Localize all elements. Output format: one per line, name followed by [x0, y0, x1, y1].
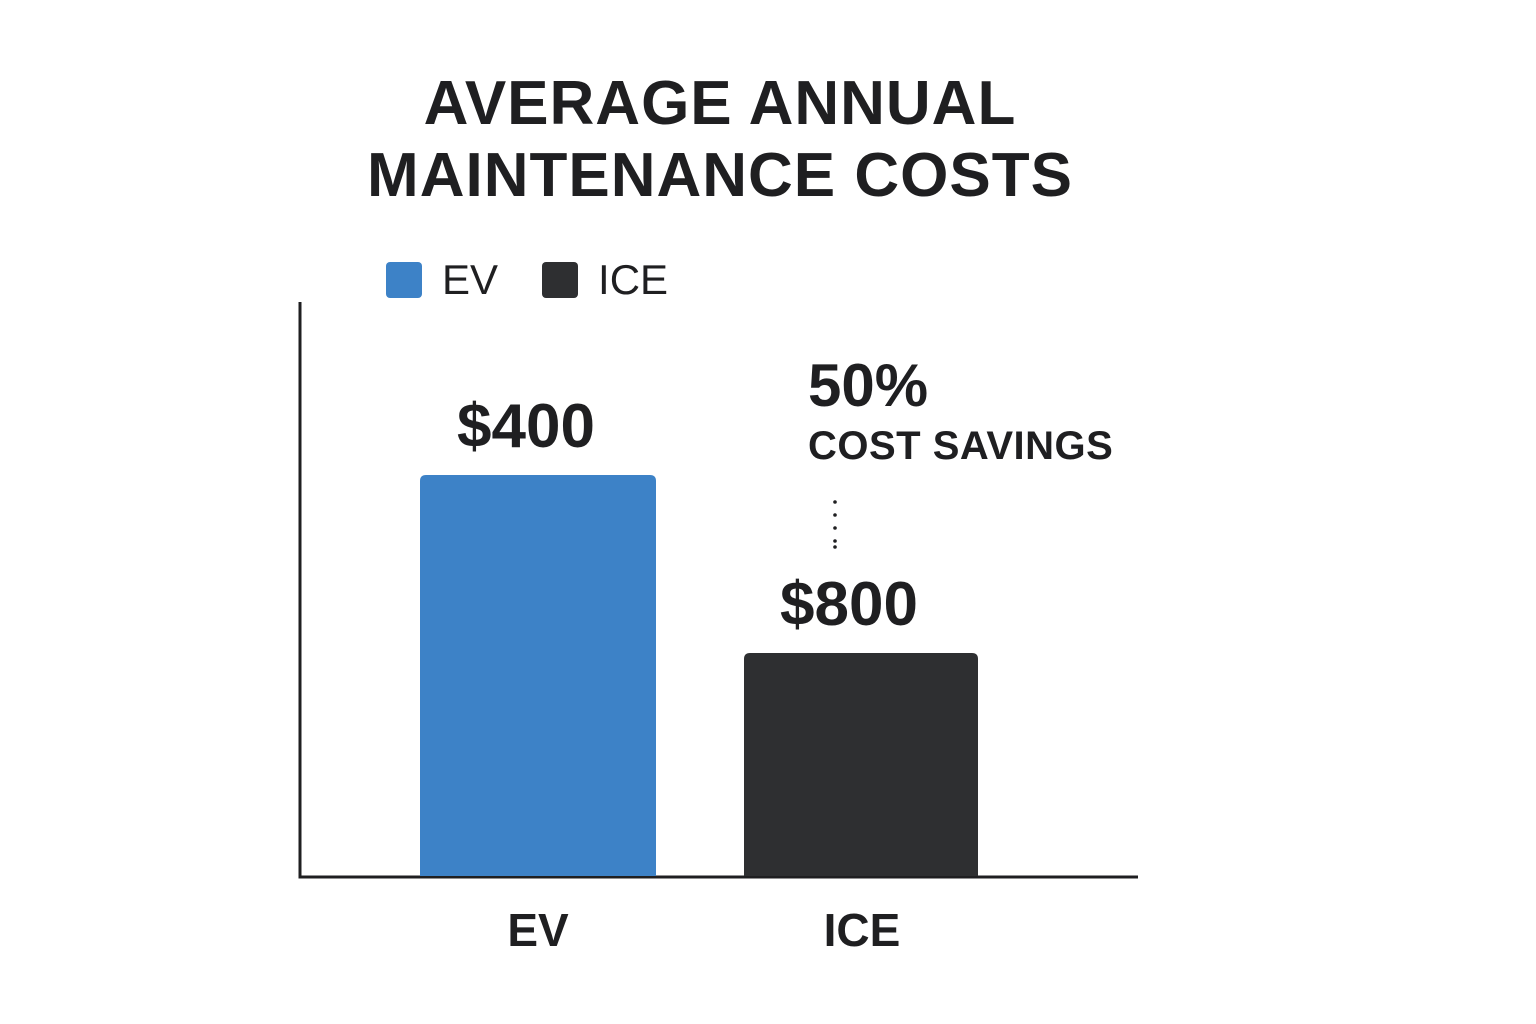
data-label-ev: $400: [457, 392, 595, 461]
x-tick-label-ice: ICE: [824, 904, 901, 956]
savings-annotation: 50% COST SAVINGS: [808, 352, 1113, 470]
leader-dot: [833, 513, 837, 517]
legend-label-ice: ICE: [598, 256, 669, 303]
leader-dot: [833, 526, 837, 530]
data-label-ice: $800: [780, 570, 918, 639]
leader-dot: [833, 500, 837, 504]
chart-title: AVERAGE ANNUAL MAINTENANCE COSTS: [0, 68, 1440, 212]
legend-item-ice: ICE: [542, 258, 668, 302]
x-tick-label-ev: EV: [507, 904, 569, 956]
chart-title-line-1: AVERAGE ANNUAL: [423, 69, 1017, 138]
savings-label: COST SAVINGS: [808, 424, 1114, 468]
bar-ev: [420, 475, 656, 876]
legend-swatch-ice: [542, 262, 579, 298]
chart-title-line-2: MAINTENANCE COSTS: [367, 141, 1073, 210]
leader-dot: [833, 539, 837, 543]
legend-label-ev: EV: [442, 256, 499, 303]
leader-dot: [833, 545, 837, 549]
legend-item-ev: EV: [386, 258, 498, 302]
savings-value: 50%: [808, 352, 929, 419]
legend: EV ICE: [386, 258, 712, 302]
legend-swatch-ev: [386, 262, 422, 298]
bar-ice: [744, 653, 978, 876]
